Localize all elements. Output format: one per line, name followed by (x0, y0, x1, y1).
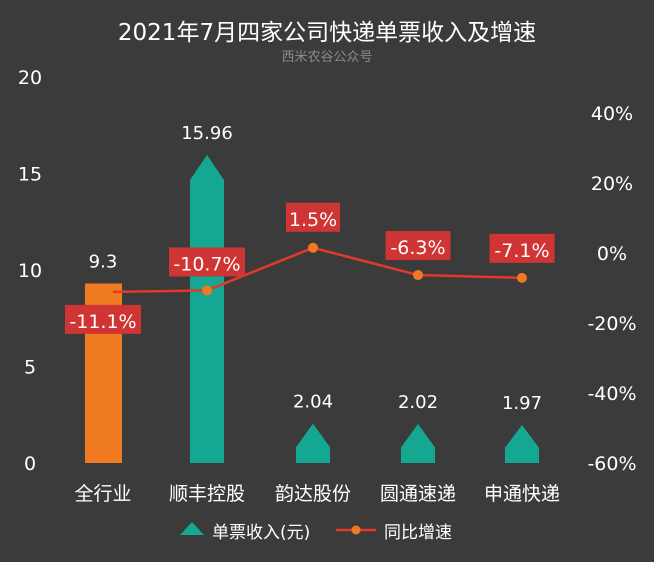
line-value-label: 1.5% (289, 209, 337, 231)
right-axis-tick: 0% (597, 243, 627, 265)
line-label-box (385, 231, 451, 261)
line-value-label: -11.1% (69, 311, 136, 333)
right-axis-tick: 20% (591, 173, 633, 195)
line-value-label: -6.3% (390, 237, 445, 259)
bar (190, 154, 224, 464)
left-axis-tick: 15 (18, 164, 42, 186)
right-axis-tick: -40% (587, 383, 636, 405)
bar-value-label: 2.02 (398, 392, 438, 413)
category-label: 申通快递 (484, 483, 560, 505)
line-value-label: -10.7% (173, 253, 240, 275)
right-axis-tick: -60% (587, 453, 636, 475)
left-axis-tick: 10 (18, 260, 42, 282)
bar-value-label: 9.3 (89, 252, 118, 273)
watermark: 西米农谷公众号 (281, 50, 372, 65)
bar-value-label: 2.04 (293, 392, 333, 413)
line-marker (202, 285, 212, 296)
chart-title: 2021年7月四家公司快递单票收入及增速 (118, 20, 536, 46)
line-label-box (65, 304, 141, 334)
bar-value-label: 15.96 (181, 123, 233, 144)
line-marker (308, 242, 318, 253)
left-axis-tick: 20 (18, 67, 42, 89)
bar (401, 424, 435, 463)
line-label-box (286, 202, 340, 232)
legend-bar-icon (180, 522, 204, 535)
right-axis-tick: -20% (587, 313, 636, 335)
legend: 单票收入(元) 同比增速 (180, 522, 452, 543)
line-marker (413, 270, 423, 281)
legend-line-label: 同比增速 (384, 523, 452, 543)
bar (296, 423, 330, 463)
left-axis-tick: 0 (24, 453, 36, 475)
line-label-box (169, 247, 245, 277)
legend-marker-icon (351, 525, 361, 535)
line-marker (517, 272, 527, 283)
left-axis-tick: 5 (24, 357, 36, 379)
bar (505, 424, 539, 463)
category-label: 韵达股份 (275, 483, 351, 505)
bar-value-label: 1.97 (502, 393, 542, 414)
right-axis-tick: 40% (591, 103, 633, 125)
line-label-box (489, 233, 555, 263)
legend-bar-label: 单票收入(元) (212, 523, 310, 543)
category-label: 全行业 (74, 483, 131, 505)
category-label: 圆通速递 (380, 483, 456, 505)
category-label: 顺丰控股 (169, 483, 245, 505)
line-value-label: -7.1% (494, 240, 549, 262)
